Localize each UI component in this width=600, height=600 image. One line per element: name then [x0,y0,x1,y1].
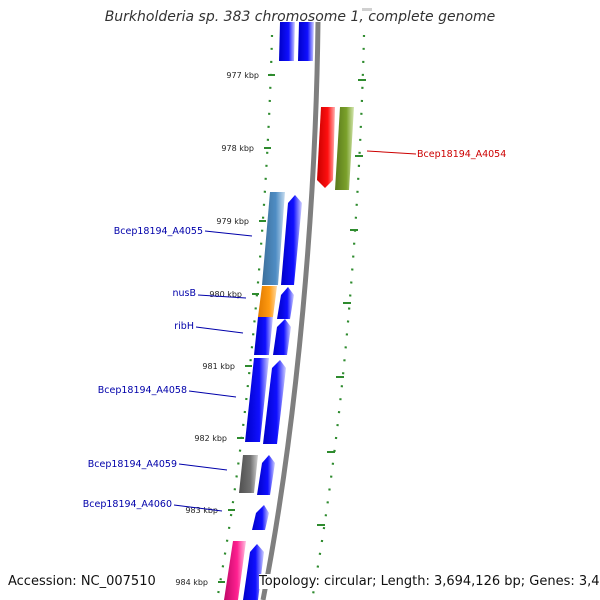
leader-a4055 [204,230,253,237]
gene-magenta[interactable] [224,541,246,600]
gene-top-right[interactable] [298,22,314,61]
gene-ribh-fwd[interactable] [273,319,291,355]
gene-label-ribh[interactable]: ribH [174,321,194,332]
gene-outer-top[interactable] [362,8,372,11]
gene-a4060-fwd[interactable] [252,505,269,530]
accession-text: Accession: NC_007510 [8,574,156,589]
gene-nusb-fwd[interactable] [277,287,294,319]
gene-label-a4054[interactable]: Bcep18194_A4054 [417,149,506,160]
gene-a4058-fwd[interactable] [281,195,302,285]
reverse-strand-genes [224,22,295,600]
gene-a4059[interactable] [239,455,258,493]
tick-label-984: 984 kbp [175,578,208,587]
gene-top-left[interactable] [279,22,295,61]
gene-a4059-fwd[interactable] [257,455,275,495]
leader-nusb [197,294,247,299]
forward-strand-genes [243,22,314,600]
leader-ribh [195,326,244,334]
tick-label-978: 978 kbp [221,144,254,153]
gene-label-nusb[interactable]: nusB [172,288,196,299]
leader-a4060 [173,504,223,512]
outer-ring-genes [317,8,372,190]
leader-a4059 [178,463,228,471]
gene-ribh[interactable] [254,317,273,355]
gene-label-a4058[interactable]: Bcep18194_A4058 [98,385,187,396]
gene-olive[interactable] [335,107,354,190]
map-title: Burkholderia sp. 383 chromosome 1, compl… [104,9,496,25]
tick-label-982: 982 kbp [194,434,227,443]
outer-dotted-ring [310,34,366,600]
gene-a4058-fwd2[interactable] [263,360,286,444]
gene-a4055[interactable] [262,192,285,285]
genome-summary: Topology: circular; Length: 3,694,126 bp… [259,574,600,589]
label-leaders [173,150,417,512]
chromosome-backbone [260,21,321,600]
gene-a4058[interactable] [245,358,269,442]
tick-marks [218,74,366,583]
leader-a4054 [366,150,417,155]
gene-label-a4059[interactable]: Bcep18194_A4059 [88,459,177,470]
gene-label-a4060[interactable]: Bcep18194_A4060 [83,499,172,510]
tick-label-983: 983 kbp [185,506,218,515]
tick-label-981: 981 kbp [202,362,235,371]
tick-label-977: 977 kbp [226,71,259,80]
tick-label-979: 979 kbp [216,217,249,226]
gene-label-a4055[interactable]: Bcep18194_A4055 [114,226,203,237]
gene-a4054[interactable] [317,107,335,188]
tick-label-980: 980 kbp [209,290,242,299]
leader-a4058 [188,390,237,398]
gene-nusb[interactable] [258,286,277,317]
gene-bottom-fwd[interactable] [243,544,264,600]
